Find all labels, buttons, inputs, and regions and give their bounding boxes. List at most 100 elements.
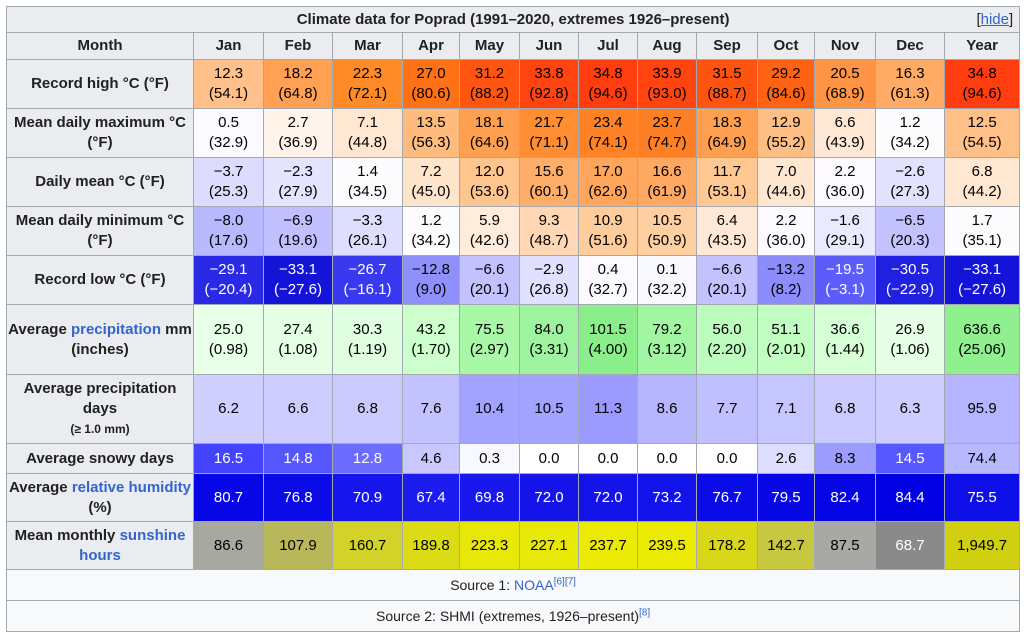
table-cell: 29.2 (84.6): [757, 59, 815, 109]
cell-value-imperial: (32.2): [647, 281, 687, 298]
hide-link[interactable]: hide: [980, 11, 1009, 28]
table-cell: 7.2 (45.0): [402, 157, 460, 207]
table-cell: 12.0 (53.6): [459, 157, 520, 207]
cell-value-imperial: (20.3): [890, 232, 930, 249]
table-cell: 107.9: [263, 521, 333, 570]
cell-value: 239.5: [648, 536, 686, 554]
cell-value: 7.7: [716, 400, 738, 417]
cell-value-imperial: (20.1): [469, 281, 510, 298]
table-cell: −33.1 (−27.6): [263, 255, 333, 305]
table-cell: 0.4 (32.7): [578, 255, 638, 305]
cell-value: −19.5: [826, 261, 864, 278]
row-label-link[interactable]: sunshine hours: [79, 526, 186, 564]
cell-value: 34.8: [593, 65, 623, 82]
cell-value: 6.4: [716, 212, 738, 229]
cell-value-imperial: (43.5): [707, 232, 747, 249]
climate-table: Climate data for Poprad (1991–2020, extr…: [5, 6, 1021, 632]
cell-value: 16.5: [213, 449, 244, 467]
table-cell: −33.1 (−27.6): [943, 255, 1021, 305]
table-cell: 2.2 (36.0): [757, 206, 815, 256]
row-label: Average precipitation mm (inches): [6, 304, 194, 375]
table-cell: 33.8 (92.8): [519, 59, 579, 109]
row-label-link[interactable]: precipitation: [70, 320, 161, 338]
table-cell: 84.4: [875, 473, 945, 522]
cell-value: 20.5: [830, 65, 860, 82]
table-cell: −6.5 (20.3): [875, 206, 945, 256]
cell-value: 7.1: [357, 114, 378, 131]
cell-value: 1.2: [420, 212, 442, 229]
cell-value-imperial: (8.2): [770, 281, 802, 298]
table-cell: 79.2 (3.12): [637, 304, 697, 375]
cell-value-imperial: (25.06): [958, 340, 1006, 358]
source-2: Source 2: SHMI (extremes, 1926–present)[…: [5, 600, 1021, 632]
table-cell: 10.5 (50.9): [637, 206, 697, 256]
row-label-unit: (%): [88, 498, 112, 516]
table-cell: 21.7 (71.1): [519, 108, 579, 158]
cell-value: 26.9: [895, 320, 925, 338]
table-row-avg-precipitation: Average precipitation mm (inches) 25.0 (0.…: [6, 304, 1021, 375]
table-cell: 34.8 (94.6): [578, 59, 638, 109]
column-header-mar: Mar: [332, 32, 403, 60]
cell-value-imperial: (80.6): [411, 85, 451, 102]
column-header-nov: Nov: [814, 32, 876, 60]
source-1-row: Source 1: NOAA[6][7]: [5, 569, 1021, 601]
row-label: Record high °C (°F): [6, 59, 194, 109]
table-cell: 27.0 (80.6): [402, 59, 460, 109]
table-cell: 17.0 (62.6): [578, 157, 638, 207]
cell-value-imperial: (34.2): [890, 134, 930, 151]
table-cell: 227.1: [519, 521, 579, 570]
cell-value: 7.0: [775, 163, 797, 180]
cell-value-imperial: (9.0): [415, 281, 447, 298]
cell-value: 10.5: [534, 400, 564, 417]
cell-value: 8.6: [656, 400, 678, 417]
cell-value: 14.8: [283, 449, 313, 467]
cell-value: 67.4: [416, 488, 446, 506]
cell-value: 12.9: [771, 114, 801, 131]
cell-value: −29.1: [209, 261, 248, 278]
cell-value: 68.7: [895, 536, 925, 554]
table-cell: 223.3: [459, 521, 520, 570]
cell-value: 0.4: [597, 261, 619, 278]
cell-value: 74.4: [967, 449, 997, 467]
table-cell: 11.7 (53.1): [696, 157, 758, 207]
table-row-daily-mean: Daily mean °C (°F) −3.7 (25.3) −2.3 (27.9) 1.…: [6, 157, 1021, 207]
cell-value-imperial: (44.2): [962, 183, 1002, 200]
hide-toggle[interactable]: [hide]: [976, 11, 1014, 28]
table-cell: 84.0 (3.31): [519, 304, 579, 375]
table-cell: 7.6: [402, 374, 460, 444]
cell-value-imperial: (51.6): [588, 232, 628, 249]
cell-value: 7.6: [420, 400, 442, 417]
row-label-link[interactable]: relative humidity: [71, 478, 192, 496]
cell-value: 17.0: [593, 163, 623, 180]
row-label-note: (≥ 1.0 mm): [70, 422, 130, 436]
table-cell: 6.6 (43.9): [814, 108, 876, 158]
source-1-refs[interactable]: [6][7]: [553, 576, 576, 588]
table-cell: 0.1 (32.2): [637, 255, 697, 305]
cell-value-imperial: (1.44): [825, 340, 865, 358]
table-cell: 6.8: [332, 374, 403, 444]
row-label: Mean daily maximum °C (°F): [6, 108, 194, 158]
cell-value: 70.9: [352, 488, 383, 506]
cell-value-imperial: (44.6): [766, 183, 806, 200]
cell-value-imperial: (20.1): [707, 281, 747, 298]
row-label-text: Mean monthly: [14, 526, 116, 544]
cell-value: 84.0: [534, 320, 564, 338]
table-cell: 6.8: [814, 374, 876, 444]
cell-value: −2.6: [895, 163, 925, 180]
noaa-link[interactable]: NOAA: [514, 577, 554, 593]
source-2-refs[interactable]: [8]: [639, 607, 651, 619]
cell-value: 21.7: [534, 114, 564, 131]
cell-value: 10.5: [652, 212, 682, 229]
cell-value: 31.2: [474, 65, 505, 82]
table-cell: 12.9 (55.2): [757, 108, 815, 158]
cell-value-imperial: (55.2): [766, 134, 806, 151]
cell-value-imperial: (88.2): [469, 85, 510, 102]
cell-value-imperial: (68.9): [825, 85, 865, 102]
column-header-jul: Jul: [578, 32, 638, 60]
row-label-unit: mm (inches): [71, 320, 192, 358]
table-cell: 2.6: [757, 443, 815, 474]
cell-value: 6.6: [834, 114, 856, 131]
row-label-text: Average precipitation days: [23, 380, 177, 417]
cell-value-imperial: (−27.6): [958, 281, 1007, 298]
cell-value: 79.2: [652, 320, 682, 338]
